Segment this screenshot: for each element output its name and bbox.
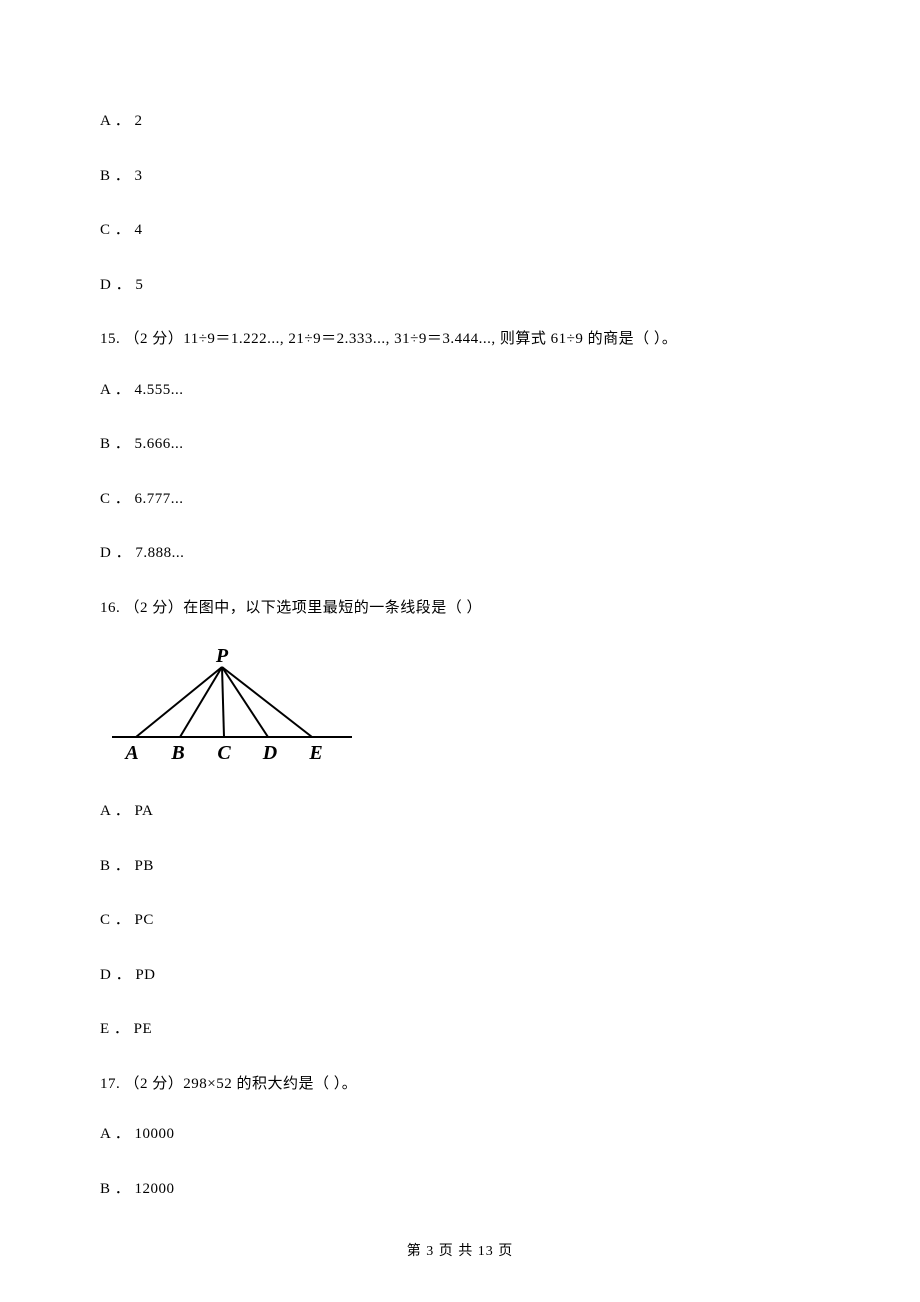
q16-stem: 16. （2 分）在图中，以下选项里最短的一条线段是（ ） [100,597,820,620]
q15-option-a: A ． 4.555... [100,379,820,402]
point-a-label: A [123,742,138,764]
page-footer: 第 3 页 共 13 页 [0,1240,920,1260]
point-c-label: C [217,742,231,764]
q17-option-b: B ． 12000 [100,1178,820,1201]
point-d-label: D [262,742,277,764]
q14-option-c: C ． 4 [100,219,820,242]
q15-stem: 15. （2 分）11÷9＝1.222..., 21÷9＝2.333..., 3… [100,328,820,351]
q16-option-a: A ． PA [100,800,820,823]
q15-option-b: B ． 5.666... [100,433,820,456]
point-b-label: B [170,742,184,764]
apex-label: P [215,647,229,667]
q16-option-c: C ． PC [100,909,820,932]
q14-option-b: B ． 3 [100,165,820,188]
q17-option-a: A ． 10000 [100,1123,820,1146]
q15-option-c: C ． 6.777... [100,488,820,511]
triangle-diagram-icon: P A B C D E [102,647,362,767]
q14-option-a: A ． 2 [100,110,820,133]
q15-option-d: D ． 7.888... [100,542,820,565]
q14-option-d: D ． 5 [100,274,820,297]
q16-option-b: B ． PB [100,855,820,878]
point-e-label: E [308,742,322,764]
page: A ． 2 B ． 3 C ． 4 D ． 5 15. （2 分）11÷9＝1.… [0,0,920,1302]
q16-figure: P A B C D E [102,647,820,772]
q16-option-e: E ． PE [100,1018,820,1041]
q16-option-d: D ． PD [100,964,820,987]
q17-stem: 17. （2 分）298×52 的积大约是（ ）。 [100,1073,820,1096]
